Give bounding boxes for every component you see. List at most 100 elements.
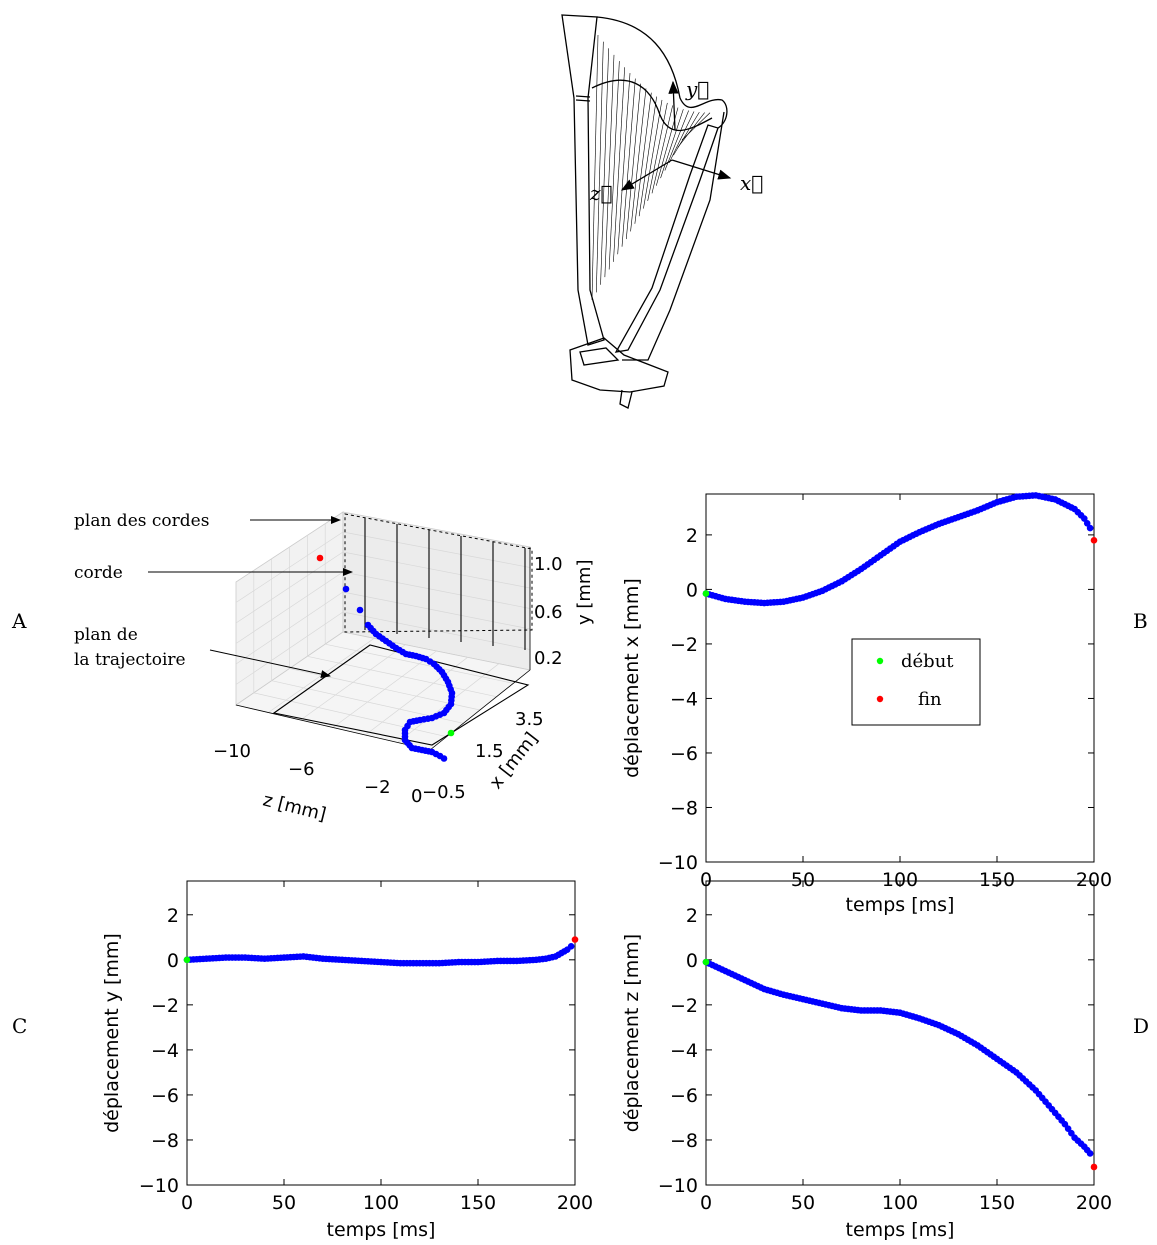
harp-string [604, 54, 615, 278]
chart-c-y-label: déplacement y [mm] [101, 933, 123, 1133]
harp-y-arrow [668, 80, 679, 131]
y-tick-label: −8 [670, 797, 698, 819]
annotation-trajectory-plane-2: la trajectoire [74, 650, 186, 670]
chart-b: 0 50 100 150 200 −10 −8 −6 −4 −2 0 2 [658, 492, 1112, 891]
y-tick-label: 2 [686, 525, 698, 547]
x-tick-label: 100 [882, 1192, 918, 1214]
y-tick-label: 0 [686, 950, 698, 972]
chart-d-y-label: déplacement z [mm] [621, 934, 643, 1132]
chart-a-y-tick: 0.6 [534, 602, 563, 623]
start-point [183, 956, 191, 964]
harp-base [569, 337, 669, 393]
harp-column-ring [575, 95, 591, 98]
x-tick-label: 200 [557, 1192, 593, 1214]
chart-d-x-label: temps [ms] [846, 1219, 955, 1241]
x-tick-label: 100 [363, 1192, 399, 1214]
harp-string [591, 34, 599, 301]
chart-d-points [702, 958, 1098, 1171]
panel-label-d: D [1133, 1014, 1149, 1038]
annotation-trajectory-plane-1: plan de [74, 625, 138, 645]
chart-a-y-label: y [mm] [574, 560, 595, 626]
chart-b-legend-box [851, 638, 981, 726]
data-point [1081, 515, 1088, 522]
harp-string [664, 110, 689, 171]
y-tick-label: −10 [658, 852, 698, 874]
chart-d-plot-area [705, 880, 1095, 1186]
x-tick-label: 0 [181, 1192, 193, 1214]
chart-a-x-tick: 3.5 [515, 709, 544, 730]
harp-neck-inner [591, 79, 713, 132]
chart-b-x-label: temps [ms] [846, 894, 955, 916]
grid-line [235, 611, 344, 685]
harp-strings [591, 34, 711, 301]
y-tick-label: −6 [670, 743, 698, 765]
chart-a-trajectory-plane [272, 644, 530, 746]
grid-line [342, 571, 531, 609]
data-point [342, 585, 350, 593]
data-point [1086, 1150, 1094, 1157]
harp-string [673, 111, 700, 156]
harp-string [668, 111, 695, 163]
start-point [702, 590, 710, 597]
harp-z-arrow [620, 159, 673, 191]
x-tick-label: 50 [791, 1192, 815, 1214]
y-tick-label: −4 [670, 688, 698, 710]
data-point [567, 943, 575, 950]
x-tick-label: 150 [460, 1192, 496, 1214]
chart-a-string-lines [364, 518, 526, 650]
chart-b-y-label: déplacement x [mm] [621, 578, 643, 778]
chart-a-y-tick: 1.0 [534, 554, 563, 575]
chart-c: 0 50 100 150 200 −10 −8 −6 −4 −2 0 2 [139, 880, 593, 1214]
harp-string [634, 92, 652, 224]
chart-d: 0 50 100 150 200 −10 −8 −6 −4 −2 0 2 [658, 880, 1112, 1214]
chart-d-ticks: 0 50 100 150 200 −10 −8 −6 −4 −2 0 2 [658, 881, 1112, 1214]
end-point [316, 554, 324, 562]
harp-foot [619, 389, 633, 409]
start-point [447, 729, 455, 737]
chart-c-x-label: temps [ms] [327, 1219, 436, 1241]
x-tick-label: 150 [979, 869, 1015, 891]
annotation-strings-plane: plan des cordes [74, 511, 209, 531]
harp-illustration [561, 14, 732, 409]
data-point [1086, 524, 1094, 532]
grid-line [342, 591, 531, 630]
harp-base-top [579, 347, 620, 366]
end-point [571, 936, 579, 943]
harp-string [617, 73, 631, 255]
chart-b-ticks: 0 50 100 150 200 −10 −8 −6 −4 −2 0 2 [658, 494, 1112, 891]
y-tick-label: −2 [670, 634, 698, 656]
harp-string [647, 102, 668, 202]
x-tick-label: 200 [1076, 869, 1112, 891]
chart-a-y-tick: 0.2 [534, 648, 563, 669]
y-tick-label: 0 [686, 579, 698, 601]
harp-string [595, 41, 604, 293]
x-tick-label: 200 [1076, 1192, 1112, 1214]
y-tick-label: 0 [167, 950, 179, 972]
x-tick-label: 0 [700, 1192, 712, 1214]
harp-column-ring [575, 99, 591, 102]
harp-string [600, 48, 609, 285]
y-tick-label: −8 [151, 1130, 179, 1152]
harp-string [621, 78, 636, 247]
y-tick-label: −2 [151, 995, 179, 1017]
y-tick-label: −6 [670, 1085, 698, 1107]
harp-string [660, 109, 684, 179]
y-tick-label: −4 [151, 1040, 179, 1062]
chart-b-points [702, 492, 1098, 607]
harp-column [561, 14, 605, 346]
chart-a-z-tick: 0 [411, 786, 422, 807]
data-point [356, 606, 364, 614]
chart-a-x-tick: 1.5 [475, 741, 504, 762]
harp-string [625, 83, 641, 240]
harp-string [681, 112, 711, 141]
chart-c-plot-area [186, 880, 576, 1186]
data-point [1083, 520, 1091, 527]
y-tick-label: 2 [686, 905, 698, 927]
end-point [1090, 537, 1098, 544]
chart-a-x-tick: −0.5 [422, 782, 466, 803]
chart-a-strings-plane [344, 513, 533, 633]
harp-string [608, 61, 620, 270]
panel-label-b: B [1133, 609, 1148, 633]
x-tick-label: 50 [791, 869, 815, 891]
